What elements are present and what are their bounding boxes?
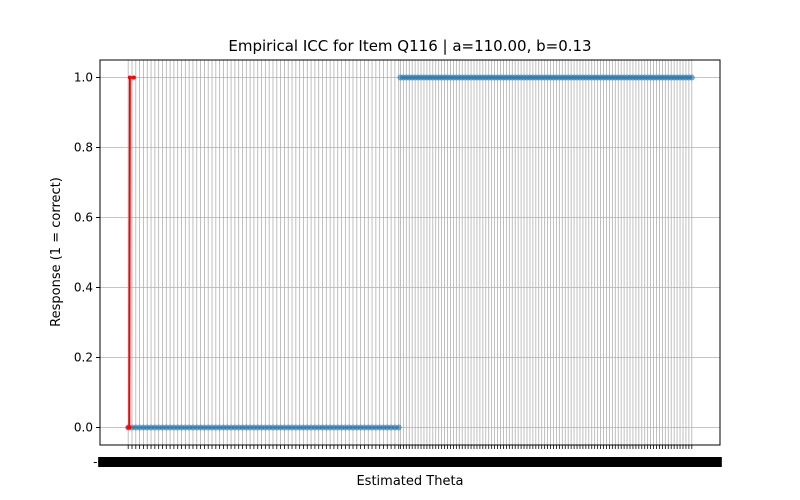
fitted-curve-point xyxy=(131,75,136,80)
x-axis-label: Estimated Theta xyxy=(356,474,463,489)
y-axis: 0.0 0.2 0.4 0.6 0.8 1.0 xyxy=(74,71,100,435)
x-axis: -0.96 3.3 xyxy=(93,445,722,469)
x-tick-label-left: -0.96 xyxy=(93,455,124,469)
y-tick-label: 0.2 xyxy=(74,351,93,365)
y-axis-label: Response (1 = correct) xyxy=(49,177,64,327)
fitted-curve-point xyxy=(127,425,132,430)
fitted-curve-point xyxy=(127,75,132,80)
y-tick-label: 1.0 xyxy=(74,71,93,85)
chart-title: Empirical ICC for Item Q116 | a=110.00, … xyxy=(228,37,591,55)
grid-layer xyxy=(100,60,720,445)
y-tick-label: 0.0 xyxy=(74,421,93,435)
y-tick-label: 0.8 xyxy=(74,141,93,155)
response-point xyxy=(688,74,695,81)
marks-layer xyxy=(125,74,695,431)
x-tick-label-band xyxy=(98,457,722,467)
x-tick-label-right: 3.3 xyxy=(696,455,715,469)
fitted-icc-curve xyxy=(128,76,134,429)
y-tick-label: 0.4 xyxy=(74,281,93,295)
response-point xyxy=(395,424,402,431)
plot-frame xyxy=(99,59,721,446)
y-tick-label: 0.6 xyxy=(74,211,93,225)
